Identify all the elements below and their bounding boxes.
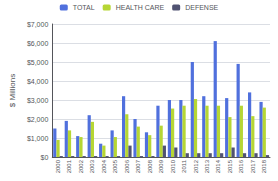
svg-text:HEALTH CARE: HEALTH CARE bbox=[116, 4, 165, 11]
svg-text:2002: 2002 bbox=[78, 159, 84, 173]
svg-text:2009: 2009 bbox=[158, 159, 164, 173]
svg-text:$4,000: $4,000 bbox=[27, 78, 49, 85]
svg-text:DEFENSE: DEFENSE bbox=[185, 4, 218, 11]
svg-text:2013: 2013 bbox=[204, 159, 210, 173]
svg-text:2005: 2005 bbox=[112, 159, 118, 173]
svg-text:2018: 2018 bbox=[261, 159, 267, 173]
svg-text:2008: 2008 bbox=[147, 159, 153, 173]
svg-text:$5,000: $5,000 bbox=[27, 59, 49, 66]
svg-text:$0: $0 bbox=[41, 154, 49, 161]
svg-text:2015: 2015 bbox=[227, 159, 233, 173]
svg-text:$3,000: $3,000 bbox=[27, 97, 49, 104]
svg-text:$2,000: $2,000 bbox=[27, 116, 49, 123]
svg-text:2006: 2006 bbox=[124, 159, 130, 173]
svg-text:2000: 2000 bbox=[55, 159, 61, 173]
svg-text:2001: 2001 bbox=[66, 159, 72, 173]
svg-text:2017: 2017 bbox=[250, 159, 256, 173]
svg-text:2004: 2004 bbox=[101, 159, 107, 173]
svg-text:TOTAL: TOTAL bbox=[73, 4, 95, 11]
svg-text:$7,000: $7,000 bbox=[27, 21, 49, 28]
svg-text:2011: 2011 bbox=[181, 159, 187, 173]
svg-text:$ Millions: $ Millions bbox=[8, 74, 17, 107]
svg-text:2007: 2007 bbox=[135, 159, 141, 173]
svg-text:2012: 2012 bbox=[193, 159, 199, 173]
svg-text:2016: 2016 bbox=[238, 159, 244, 173]
svg-text:2003: 2003 bbox=[89, 159, 95, 173]
svg-text:$1,000: $1,000 bbox=[27, 135, 49, 142]
svg-text:2014: 2014 bbox=[215, 159, 221, 173]
svg-text:$6,000: $6,000 bbox=[27, 40, 49, 47]
svg-text:2010: 2010 bbox=[170, 159, 176, 173]
